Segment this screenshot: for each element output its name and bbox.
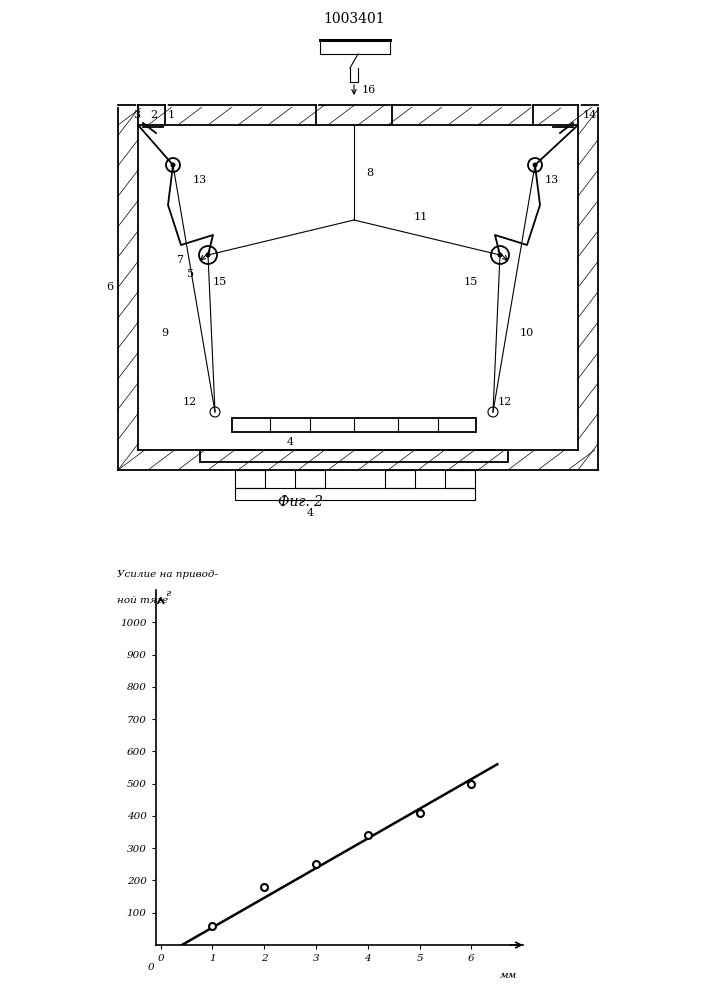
Text: мм: мм — [500, 971, 517, 980]
Text: 12: 12 — [498, 397, 513, 407]
Bar — [235, 470, 265, 488]
Text: г: г — [165, 589, 170, 598]
Text: 13: 13 — [193, 175, 207, 185]
Bar — [385, 470, 415, 488]
Bar — [232, 418, 476, 432]
Bar — [200, 450, 508, 462]
Circle shape — [170, 162, 175, 167]
Text: 7: 7 — [176, 255, 183, 265]
Text: 4: 4 — [306, 508, 314, 518]
Text: 3: 3 — [133, 110, 140, 120]
Text: Фиг. 2: Фиг. 2 — [278, 495, 322, 509]
Text: 4: 4 — [286, 437, 293, 447]
Text: 0: 0 — [148, 963, 155, 972]
Text: 14: 14 — [583, 110, 597, 120]
Bar — [235, 488, 475, 500]
Text: 2: 2 — [150, 110, 157, 120]
Text: 12: 12 — [182, 397, 197, 407]
Text: 9: 9 — [161, 328, 168, 338]
Bar — [295, 470, 325, 488]
Text: 16: 16 — [362, 85, 376, 95]
Circle shape — [206, 252, 211, 257]
Text: ной тяге: ной тяге — [117, 596, 168, 605]
Text: 6: 6 — [106, 282, 113, 292]
Text: 11: 11 — [414, 213, 428, 223]
Text: 5: 5 — [187, 269, 194, 279]
Text: 15: 15 — [464, 277, 478, 287]
Text: 1: 1 — [168, 110, 175, 120]
Text: 13: 13 — [545, 175, 559, 185]
Text: 10: 10 — [520, 328, 534, 338]
Circle shape — [498, 252, 503, 257]
Text: 15: 15 — [213, 277, 227, 287]
Circle shape — [532, 162, 537, 167]
Text: 1003401: 1003401 — [323, 12, 385, 26]
Bar — [445, 470, 475, 488]
Text: 8: 8 — [366, 167, 373, 178]
Text: Усилие на привод-: Усилие на привод- — [117, 570, 218, 579]
